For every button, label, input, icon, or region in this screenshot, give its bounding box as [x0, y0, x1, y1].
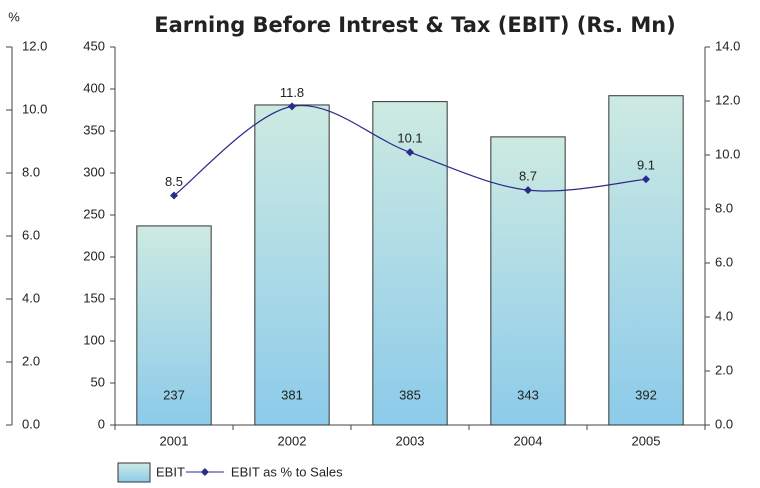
pct-axis-label: %	[8, 9, 20, 24]
y-tick-label: 100	[83, 332, 105, 347]
pct-tick-label: 8.0	[22, 164, 40, 179]
y-tick-label: 0	[98, 416, 105, 431]
y2-tick-label: 4.0	[715, 308, 733, 323]
legend-swatch	[117, 462, 151, 483]
y-tick-label: 250	[83, 206, 105, 221]
y-tick-label: 50	[91, 374, 105, 389]
bar	[608, 95, 684, 426]
legend-label: EBIT	[156, 464, 185, 479]
bar-value-label: 381	[281, 387, 303, 402]
y-tick-label: 150	[83, 290, 105, 305]
y-tick-label: 450	[83, 38, 105, 53]
line-value-label: 11.8	[280, 85, 304, 100]
y-tick-label: 200	[83, 248, 105, 263]
pct-tick-label: 6.0	[22, 227, 40, 242]
chart-title: Earning Before Intrest & Tax (EBIT) (Rs.…	[154, 13, 676, 37]
line-marker	[406, 148, 414, 157]
y-tick-label: 400	[83, 80, 105, 95]
pct-tick-label: 10.0	[22, 101, 47, 116]
x-tick-label: 2002	[278, 433, 307, 448]
line-marker	[524, 186, 532, 195]
pct-tick-label: 12.0	[22, 38, 47, 53]
y2-tick-label: 10.0	[715, 146, 740, 161]
x-tick-label: 2001	[160, 433, 189, 448]
line-value-label: 10.1	[397, 131, 422, 146]
bar	[136, 225, 212, 426]
line-marker	[170, 191, 178, 200]
legend-marker	[200, 468, 209, 476]
bar-value-label: 392	[635, 387, 657, 402]
y-tick-label: 300	[83, 164, 105, 179]
y2-tick-label: 6.0	[715, 254, 733, 269]
pct-tick-label: 2.0	[22, 353, 40, 368]
bar-value-label: 385	[399, 387, 421, 402]
line-marker	[642, 175, 650, 184]
x-tick-label: 2005	[632, 433, 661, 448]
y2-tick-label: 14.0	[715, 38, 740, 53]
x-tick-label: 2004	[514, 433, 543, 448]
line-value-label: 9.1	[637, 158, 655, 173]
legend-label: EBIT as % to Sales	[231, 464, 343, 479]
pct-tick-label: 4.0	[22, 290, 40, 305]
line-value-label: 8.5	[165, 174, 183, 189]
bar-value-label: 343	[517, 387, 539, 402]
y2-tick-label: 0.0	[715, 416, 733, 431]
bar	[254, 104, 330, 426]
y-tick-label: 350	[83, 122, 105, 137]
bar-value-label: 237	[163, 387, 185, 402]
y2-tick-label: 8.0	[715, 200, 733, 215]
pct-tick-label: 0.0	[22, 416, 40, 431]
x-tick-label: 2003	[396, 433, 425, 448]
y2-tick-label: 12.0	[715, 92, 740, 107]
line-marker	[288, 102, 296, 111]
y2-tick-label: 2.0	[715, 362, 733, 377]
line-value-label: 8.7	[519, 169, 537, 184]
